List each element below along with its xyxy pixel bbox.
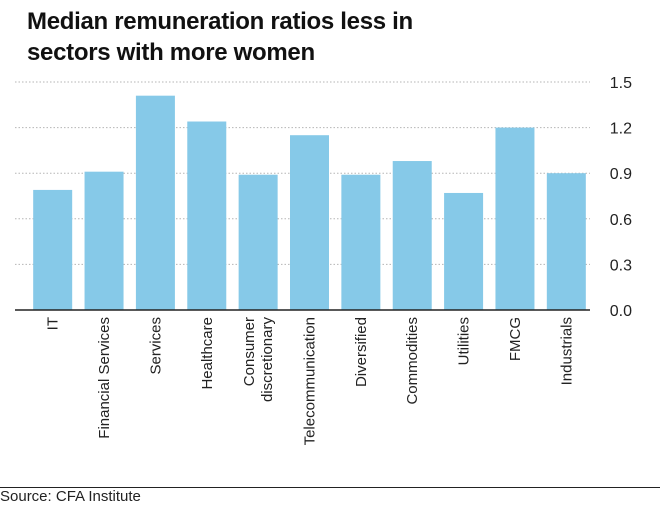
category-label: Financial Services xyxy=(96,317,113,439)
category-label: Consumerdiscretionary xyxy=(241,317,276,403)
category-label: Services xyxy=(147,317,164,375)
category-label: Healthcare xyxy=(199,317,216,390)
category-labels: IT Financial Services Services Healthcare Co… xyxy=(45,317,576,446)
bar-healthcare xyxy=(187,121,227,311)
source-note: Source: CFA Institute xyxy=(0,488,141,505)
bars xyxy=(33,95,586,311)
y-tick-label: 0.6 xyxy=(610,212,632,229)
category-label: Industrials xyxy=(558,317,575,385)
bar-services xyxy=(135,95,175,311)
category-label: IT xyxy=(45,317,62,330)
y-tick-label: 0.9 xyxy=(610,166,632,183)
bar-consumer-discretionary xyxy=(238,174,278,310)
bar-chart: 0.0 0.3 0.6 0.9 1.2 1.5 IT Financial Services S… xyxy=(15,75,632,446)
chart-title: Median remuneration ratios less in secto… xyxy=(27,8,413,66)
bar-utilities xyxy=(444,192,484,310)
category-label: Utilities xyxy=(456,317,473,365)
y-tick-label: 0.3 xyxy=(610,257,632,274)
bar-commodities xyxy=(392,161,432,310)
bar-telecommunication xyxy=(290,135,329,310)
category-label: Diversified xyxy=(353,317,370,387)
category-label: Telecommunication xyxy=(302,317,319,445)
y-axis-ticks: 0.0 0.3 0.6 0.9 1.2 1.5 xyxy=(610,75,632,320)
y-tick-label: 1.5 xyxy=(610,75,632,92)
category-label: Commodities xyxy=(404,317,421,405)
bar-financial-services xyxy=(84,171,124,310)
bar-it xyxy=(33,189,73,310)
category-label: FMCG xyxy=(507,317,524,361)
bar-industrials xyxy=(546,173,586,310)
y-tick-label: 1.2 xyxy=(610,121,632,138)
source-divider xyxy=(0,487,660,488)
bar-fmcg xyxy=(495,127,535,310)
y-tick-label: 0.0 xyxy=(610,303,632,320)
bar-diversified xyxy=(341,174,381,310)
